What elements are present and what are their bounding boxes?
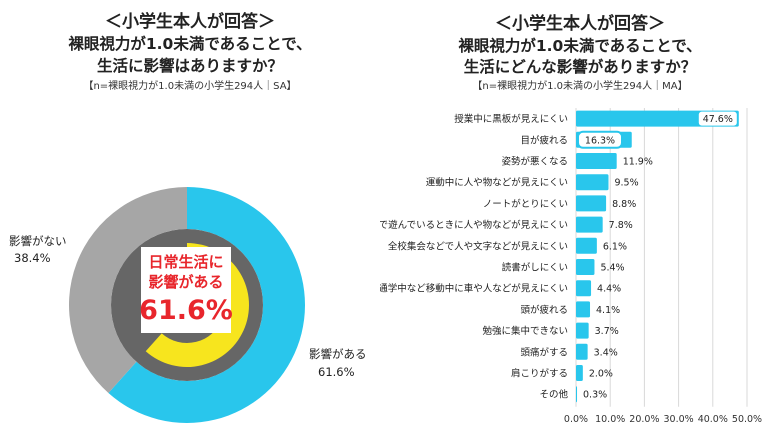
bar-category-label: その他 — [539, 389, 568, 401]
bar-x-tick-label: 0.0% — [564, 414, 588, 425]
bar-value-label: 7.8% — [609, 220, 633, 231]
bar-value-label: 3.7% — [595, 326, 619, 337]
bar — [576, 301, 591, 318]
bar-category-label: 目が疲れる — [520, 134, 568, 146]
bar-value-box — [698, 111, 737, 126]
donut-center-box — [141, 247, 231, 333]
bar-category-label: 頭痛がする — [520, 346, 568, 358]
bar — [576, 195, 607, 212]
bar-category-label: 外で遊んでいるときに人や物などが見えにくい — [380, 219, 568, 231]
bar-value-label: 47.6% — [703, 114, 733, 125]
donut-title-respondent: ＜小学生本人が回答＞ — [105, 12, 275, 32]
bar — [576, 216, 603, 233]
donut-center-label-line1: 日常生活に — [148, 253, 223, 271]
donut-slice-not-affected — [68, 187, 187, 394]
bar-category-label: 運動中に人や物などが見えにくい — [426, 177, 568, 189]
bar-value-label: 2.0% — [589, 369, 613, 380]
bar — [576, 153, 617, 169]
bar-value-label: 4.4% — [597, 284, 621, 295]
donut-title-line2: 生活に影響はありますか？ — [96, 57, 283, 75]
bar-category-label: ノートがとりにくい — [483, 198, 568, 210]
bar-title-respondent: ＜小学生本人が回答＞ — [495, 14, 665, 34]
bar-value-label: 16.3% — [585, 135, 615, 146]
donut-value-affected: 61.6% — [318, 365, 355, 379]
donut-panel: ＜小学生本人が回答＞ 裸眼視力が1.0未満であることで、 生活に影響はありますか… — [0, 0, 380, 438]
bar — [576, 343, 588, 360]
bar — [576, 322, 589, 339]
bar — [576, 386, 578, 403]
bar-category-label: 通学中など移動中に車や人などが見えにくい — [380, 283, 568, 295]
bar-value-label: 6.1% — [603, 241, 627, 252]
bar-title-line2: 生活にどんな影響がありますか？ — [463, 58, 697, 76]
bar — [576, 280, 592, 297]
bar-x-tick-label: 50.0% — [732, 414, 762, 425]
bar — [576, 174, 609, 191]
bar-x-tick-label: 20.0% — [629, 414, 659, 425]
donut-title-line1: 裸眼視力が1.0未満であることで、 — [68, 35, 312, 53]
bar-value-highlight-box — [577, 130, 623, 149]
bar-sample-note: 【n=裸眼視力が1.0未満の小学生294人｜MA】 — [472, 81, 688, 92]
donut-center-label-line2: 影響がある — [148, 273, 223, 291]
bar — [576, 237, 597, 254]
bar-category-label: 頭が疲れる — [520, 304, 568, 316]
bar-value-label: 8.8% — [612, 199, 636, 210]
donut-value-not-affected: 38.4% — [14, 251, 51, 265]
bar-panel: ＜小学生本人が回答＞ 裸眼視力が1.0未満であることで、 生活にどんな影響があり… — [380, 0, 780, 438]
bar-category-label: 全校集会などで人や文字などが見えにくい — [388, 240, 568, 252]
bar-x-tick-label: 40.0% — [698, 414, 728, 425]
bar-value-label: 3.4% — [594, 347, 618, 358]
bar-category-label: 姿勢が悪くなる — [501, 156, 568, 168]
bar-category-label: 勉強に集中できない — [482, 325, 568, 337]
bar — [576, 365, 583, 381]
bar-x-tick-label: 10.0% — [595, 414, 625, 425]
bar — [576, 110, 739, 127]
donut-sample-note: 【n=裸眼視力が1.0未満の小学生294人｜SA】 — [83, 81, 297, 92]
bar-title-line1: 裸眼視力が1.0未満であることで、 — [458, 37, 702, 55]
donut-label-not-affected: 影響がない — [9, 234, 67, 248]
donut-label-affected: 影響がある — [309, 347, 367, 361]
bar-value-label: 0.3% — [583, 390, 607, 401]
bar-value-label: 4.1% — [596, 305, 620, 316]
bar-value-label: 9.5% — [614, 178, 638, 189]
bar-category-label: 肩こりがする — [511, 368, 568, 380]
donut-slice-affected — [108, 187, 305, 423]
bar-category-label: 読書がしにくい — [502, 262, 568, 274]
bar-value-label: 11.9% — [623, 157, 653, 168]
bar-value-label: 5.4% — [600, 263, 624, 274]
bar-chart: 0.0% 10.0% 20.0% 30.0% 40.0% 50.0% 授業中に黒板が見えにく… — [380, 108, 762, 425]
donut-center-value: 61.6% — [139, 295, 233, 326]
bar — [576, 259, 595, 275]
bar-category-label: 授業中に黒板が見えにくい — [454, 113, 568, 125]
bar-x-tick-label: 30.0% — [664, 414, 694, 425]
